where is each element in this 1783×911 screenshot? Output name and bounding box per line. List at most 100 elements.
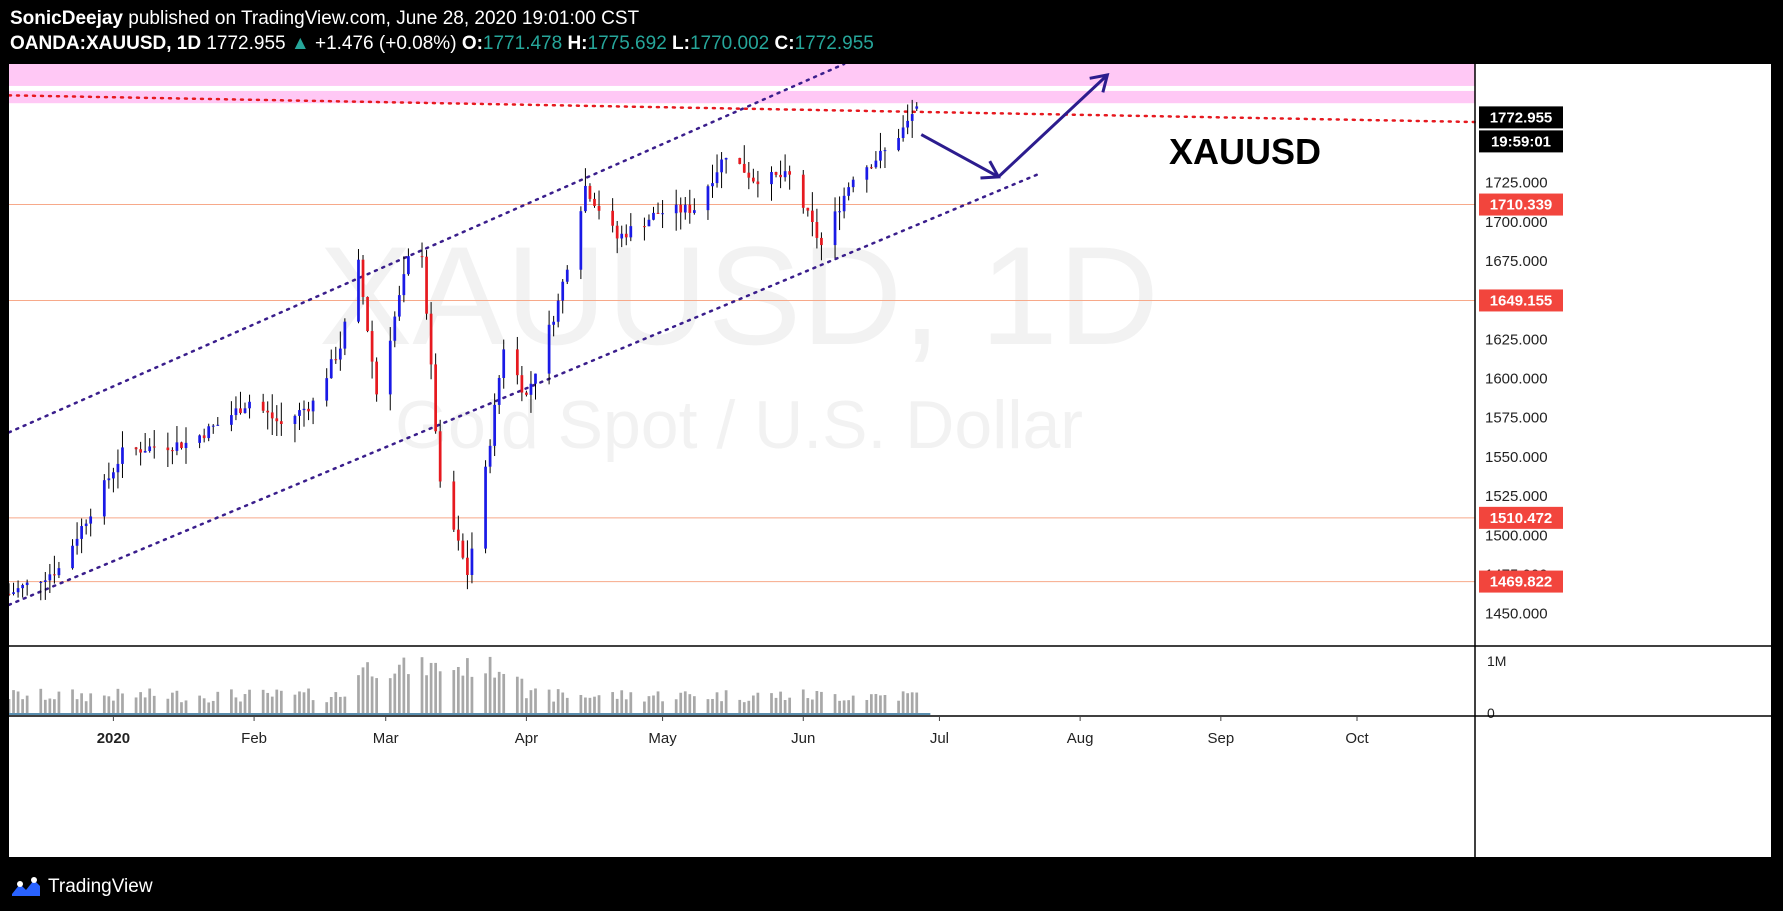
candle-body[interactable] [806,207,810,211]
candle-body[interactable] [239,408,242,414]
candle-body[interactable] [171,450,174,452]
candle-body[interactable] [593,198,596,206]
candle-body[interactable] [652,212,655,220]
candle-body[interactable] [275,418,279,422]
candle-body[interactable] [715,172,719,184]
candle-body[interactable] [579,211,583,270]
candle-body[interactable] [833,211,837,246]
candle-body[interactable] [293,415,297,424]
candle-body[interactable] [43,580,47,582]
candle-body[interactable] [910,114,914,121]
candle-body[interactable] [865,167,869,180]
candle-body[interactable] [21,585,24,589]
candle-body[interactable] [148,446,152,451]
candle-body[interactable] [57,568,61,576]
candle-body[interactable] [9,593,11,595]
candle-body[interactable] [152,446,156,448]
candle-body[interactable] [738,157,742,164]
candle-body[interactable] [706,186,710,211]
candle-body[interactable] [515,349,519,376]
candle-body[interactable] [901,127,905,139]
candle-body[interactable] [815,222,819,238]
candle-body[interactable] [879,150,882,161]
candle-body[interactable] [248,401,251,409]
channel-upper-line[interactable] [9,64,846,434]
candle-body[interactable] [139,449,142,453]
candle-body[interactable] [561,281,565,301]
candle-body[interactable] [89,516,93,524]
candle-body[interactable] [338,348,342,360]
last-price-tag[interactable] [1479,106,1563,129]
candle-body[interactable] [102,480,106,517]
candle-body[interactable] [810,210,814,223]
resistance-zone[interactable] [9,64,1475,104]
candle-body[interactable] [456,529,460,541]
candle-body[interactable] [679,204,683,213]
candle-body[interactable] [683,204,687,213]
candle-body[interactable] [611,210,615,226]
candle-body[interactable] [175,442,179,451]
candle-body[interactable] [584,185,587,212]
candle-body[interactable] [80,526,83,539]
candle-body[interactable] [53,574,56,576]
candle-body[interactable] [334,359,338,361]
candle-body[interactable] [425,256,428,314]
tradingview-brand[interactable]: TradingView [48,876,153,897]
level-price-tag[interactable] [1479,193,1563,216]
candle-body[interactable] [556,300,560,322]
price-chart[interactable]: XAUUSD, 1D Gold Spot / U.S. Dollar XAUUSD 1… [9,64,1771,857]
candle-body[interactable] [397,295,401,317]
chart-frame[interactable]: XAUUSD, 1D Gold Spot / U.S. Dollar XAUUSD 1… [9,64,1771,857]
candle-body[interactable] [343,321,347,349]
candle-body[interactable] [883,150,887,152]
candle-body[interactable] [820,237,823,246]
candle-body[interactable] [851,179,855,188]
candle-body[interactable] [434,364,437,432]
candle-body[interactable] [801,174,805,208]
candle-body[interactable] [529,383,533,395]
candle-body[interactable] [39,581,43,583]
candle-body[interactable] [270,412,274,419]
candle-body[interactable] [112,472,115,479]
candle-body[interactable] [452,481,456,530]
projection-arrow[interactable] [997,73,1109,178]
author-name[interactable]: SonicDeejay [10,8,123,29]
candle-body[interactable] [230,415,233,425]
candle-body[interactable] [329,359,333,379]
candle-body[interactable] [366,296,369,332]
candle-body[interactable] [520,375,524,393]
candle-body[interactable] [166,447,170,451]
candle-body[interactable] [302,408,306,411]
candle-body[interactable] [134,447,138,450]
level-price-tag[interactable] [1479,289,1563,312]
candle-body[interactable] [234,408,238,416]
level-price-tag[interactable] [1479,570,1563,593]
candle-body[interactable] [661,213,664,215]
candle-body[interactable] [674,204,678,214]
candle-body[interactable] [774,172,778,175]
candle-body[interactable] [48,574,52,581]
candle-body[interactable] [869,167,873,169]
candle-body[interactable] [184,442,188,449]
candle-body[interactable] [565,269,569,282]
candle-body[interactable] [307,408,310,412]
candle-body[interactable] [361,259,365,297]
candle-body[interactable] [393,316,397,341]
candle-body[interactable] [261,401,265,411]
candle-body[interactable] [742,163,746,173]
candle-body[interactable] [783,171,787,178]
candle-body[interactable] [470,548,474,575]
candle-body[interactable] [71,545,74,569]
channel-lower-line[interactable] [9,172,1041,607]
tradingview-logo-icon[interactable] [10,876,42,898]
candle-body[interactable] [370,331,374,362]
candle-body[interactable] [906,120,910,128]
candle-body[interactable] [243,408,247,414]
candle-body[interactable] [615,225,619,239]
candle-body[interactable] [311,400,315,412]
candle-body[interactable] [552,321,556,325]
candle-body[interactable] [692,210,696,213]
candle-body[interactable] [202,435,206,439]
candle-body[interactable] [357,259,360,322]
candle-body[interactable] [438,431,442,482]
